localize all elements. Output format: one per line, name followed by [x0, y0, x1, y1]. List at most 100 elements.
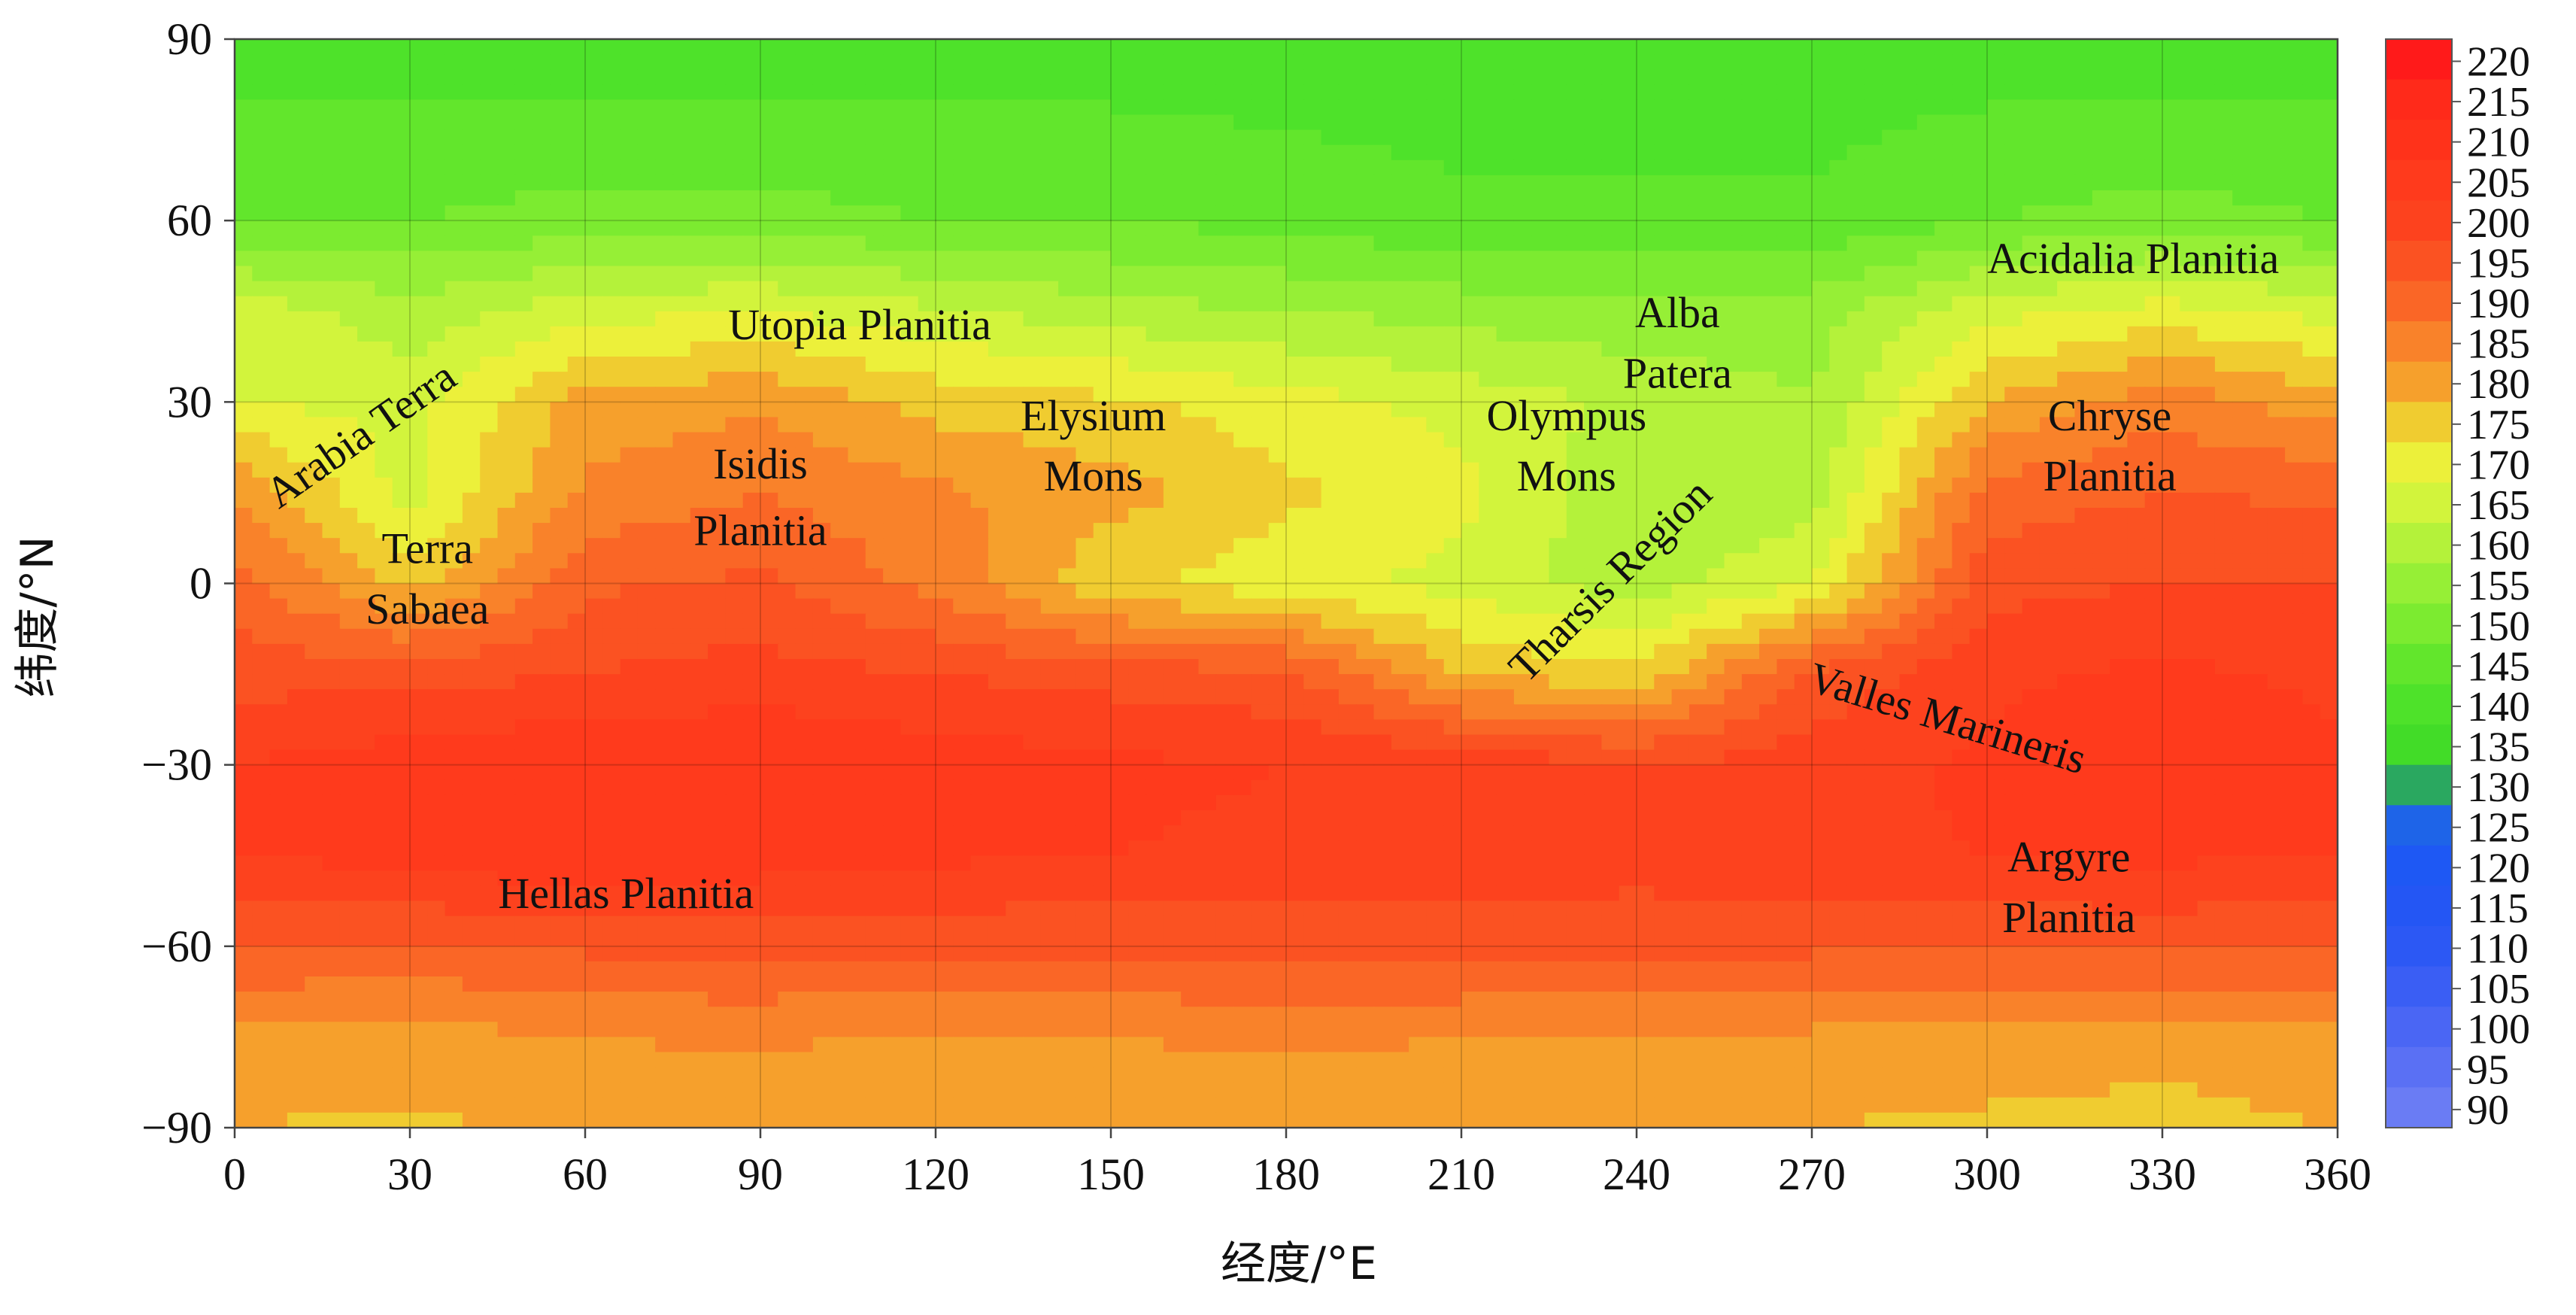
- heat-cell: [900, 190, 919, 206]
- heat-cell: [2250, 492, 2268, 509]
- heat-cell: [900, 628, 919, 645]
- heat-cell: [936, 114, 954, 131]
- heat-cell: [1601, 311, 1620, 327]
- heat-cell: [2092, 114, 2110, 131]
- heat-cell: [1776, 402, 1795, 418]
- heat-cell: [514, 492, 533, 509]
- heat-cell: [1251, 553, 1270, 569]
- heat-cell: [620, 598, 639, 615]
- heat-cell: [2057, 205, 2076, 221]
- heat-cell: [1584, 190, 1603, 206]
- heat-cell: [900, 144, 919, 161]
- heat-cell: [1601, 341, 1620, 357]
- heat-cell: [2267, 311, 2286, 327]
- heat-cell: [725, 220, 744, 237]
- heat-cell: [865, 205, 884, 221]
- heat-cell: [830, 114, 849, 131]
- heat-cell: [357, 583, 376, 600]
- heat-cell: [1215, 129, 1234, 146]
- heat-cell: [1916, 508, 1935, 524]
- heat-cell: [936, 205, 954, 221]
- heat-cell: [375, 643, 393, 660]
- heat-cell: [235, 417, 253, 433]
- heat-cell: [672, 583, 691, 600]
- heat-cell: [1619, 477, 1637, 494]
- heat-cell: [672, 341, 691, 357]
- heat-cell: [532, 251, 551, 267]
- heat-cell: [1829, 417, 1848, 433]
- heat-cell: [883, 402, 902, 418]
- heat-cell: [1006, 129, 1024, 146]
- heat-cell: [1812, 129, 1831, 146]
- heat-cell: [2302, 387, 2321, 403]
- heat-cell: [2162, 598, 2181, 615]
- heat-cell: [1338, 462, 1357, 478]
- heat-cell: [357, 99, 376, 116]
- heat-cell: [778, 114, 796, 131]
- heat-cell: [269, 220, 288, 237]
- heat-cell: [1215, 568, 1234, 585]
- heat-cell: [1198, 417, 1217, 433]
- heat-cell: [1741, 447, 1760, 463]
- heat-cell: [2267, 326, 2286, 342]
- heat-cell: [620, 357, 639, 372]
- heat-cell: [567, 643, 586, 660]
- heat-cell: [1338, 251, 1357, 267]
- heat-cell: [1479, 613, 1497, 630]
- heat-cell: [235, 266, 253, 282]
- heat-cell: [514, 598, 533, 615]
- heat-cell: [1076, 508, 1094, 524]
- heat-cell: [1251, 372, 1270, 387]
- heat-cell: [672, 447, 691, 463]
- heat-cell: [1952, 387, 1971, 403]
- heat-cell: [1654, 508, 1673, 524]
- heat-cell: [1128, 114, 1147, 131]
- heat-cell: [2162, 341, 2181, 357]
- heat-cell: [637, 159, 656, 176]
- heat-cell: [690, 220, 708, 237]
- heat-cell: [1040, 296, 1059, 312]
- heat-cell: [1601, 492, 1620, 509]
- heat-cell: [900, 372, 919, 387]
- heat-cell: [1566, 432, 1585, 448]
- heat-cell: [742, 281, 761, 297]
- heat-cell: [480, 387, 499, 403]
- heat-cell: [1076, 523, 1094, 539]
- heat-cell: [375, 387, 393, 403]
- heat-cell: [2302, 205, 2321, 221]
- heat-cell: [1916, 281, 1935, 297]
- heat-cell: [392, 311, 411, 327]
- heat-cell: [1128, 628, 1147, 645]
- heat-cell: [970, 659, 989, 675]
- heat-cell: [1461, 387, 1480, 403]
- heat-cell: [1846, 643, 1865, 660]
- heat-cell: [2039, 266, 2058, 282]
- heat-cell: [1776, 432, 1795, 448]
- heat-cell: [1303, 144, 1322, 161]
- heat-cell: [1531, 190, 1550, 206]
- heat-cell: [620, 129, 639, 146]
- heat-cell: [1128, 54, 1147, 70]
- heat-cell: [2074, 159, 2093, 176]
- heat-cell: [427, 341, 446, 357]
- heat-cell: [883, 477, 902, 494]
- heat-cell: [988, 266, 1006, 282]
- heat-cell: [322, 341, 341, 357]
- heat-cell: [2074, 538, 2093, 554]
- heat-cell: [1479, 553, 1497, 569]
- heat-cell: [1584, 492, 1603, 509]
- heat-cell: [1233, 387, 1252, 403]
- heat-cell: [2074, 251, 2093, 267]
- heat-cell: [918, 69, 936, 86]
- heat-cell: [602, 99, 621, 116]
- heat-cell: [1987, 251, 2006, 267]
- heat-cell: [1829, 311, 1848, 327]
- heat-cell: [1251, 266, 1270, 282]
- heat-cell: [830, 598, 849, 615]
- heat-cell: [1513, 220, 1532, 237]
- heat-cell: [1233, 175, 1252, 191]
- heat-cell: [357, 462, 376, 478]
- heat-cell: [2250, 235, 2268, 252]
- heat-cell: [1496, 387, 1515, 403]
- heat-cell: [1338, 99, 1357, 116]
